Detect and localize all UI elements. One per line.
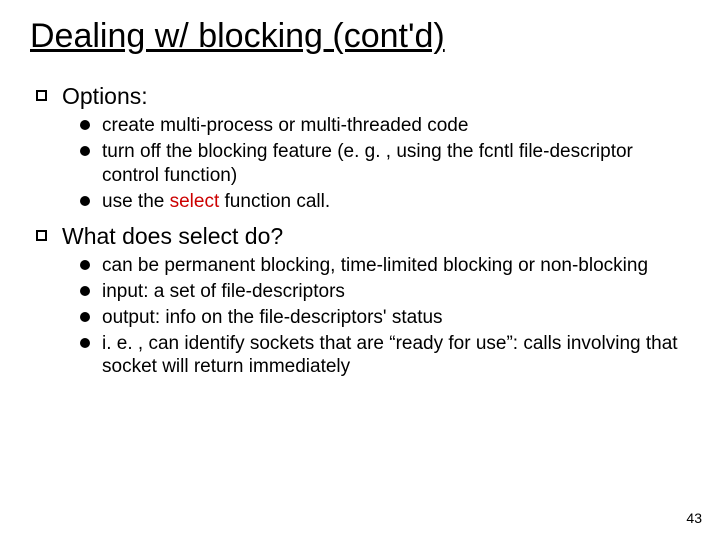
list-item: output: info on the file-descriptors' st… <box>80 306 690 330</box>
item-text: create multi-process or multi-threaded c… <box>102 115 468 136</box>
section-select: What does select do? can be permanent bl… <box>36 223 690 379</box>
slide: Dealing w/ blocking (cont'd) Options: cr… <box>0 0 720 540</box>
sub-list-select: can be permanent blocking, time-limited … <box>80 254 690 379</box>
item-prefix: use the <box>102 191 170 212</box>
section-heading: Options: <box>62 83 148 109</box>
item-text: output: info on the file-descriptors' st… <box>102 307 443 328</box>
list-item: can be permanent blocking, time-limited … <box>80 254 690 278</box>
item-text: can be permanent blocking, time-limited … <box>102 255 648 276</box>
section-options: Options: create multi-process or multi-t… <box>36 83 690 213</box>
list-item: input: a set of file-descriptors <box>80 280 690 304</box>
list-item: use the select function call. <box>80 190 690 214</box>
list-item: turn off the blocking feature (e. g. , u… <box>80 140 690 188</box>
list-item: create multi-process or multi-threaded c… <box>80 114 690 138</box>
slide-title: Dealing w/ blocking (cont'd) <box>30 18 690 55</box>
item-text: turn off the blocking feature (e. g. , u… <box>102 141 633 186</box>
item-text: i. e. , can identify sockets that are “r… <box>102 333 678 378</box>
list-item: i. e. , can identify sockets that are “r… <box>80 332 690 380</box>
sub-list-options: create multi-process or multi-threaded c… <box>80 114 690 213</box>
item-suffix: function call. <box>219 191 330 212</box>
item-highlight: select <box>170 191 220 212</box>
section-heading: What does select do? <box>62 223 283 249</box>
bullet-list: Options: create multi-process or multi-t… <box>36 83 690 379</box>
page-number: 43 <box>686 510 702 526</box>
item-text: input: a set of file-descriptors <box>102 281 345 302</box>
